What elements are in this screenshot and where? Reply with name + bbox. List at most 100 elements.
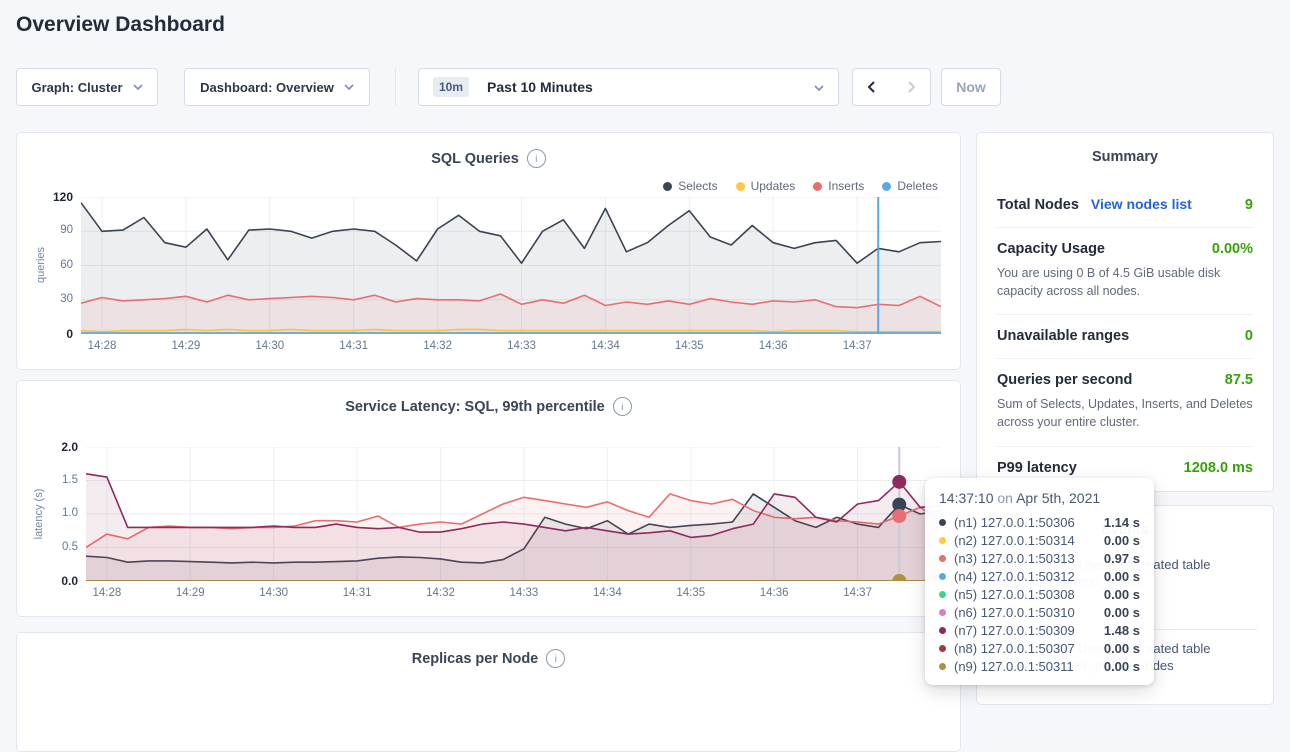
tooltip-node-label: (n4) 127.0.0.1:50312 <box>954 569 1096 584</box>
y-axis-tick: 0.0 <box>40 574 78 588</box>
series-dot-icon <box>939 609 946 616</box>
x-axis-tick: 14:35 <box>667 340 711 352</box>
tooltip-row: (n5) 127.0.0.1:503080.00 s <box>939 585 1140 603</box>
x-axis-tick: 14:33 <box>499 340 543 352</box>
graph-dropdown[interactable]: Graph: Cluster <box>16 68 158 106</box>
summary-label: Capacity Usage <box>997 241 1105 257</box>
summary-description: You are using 0 B of 4.5 GiB usable disk… <box>997 264 1253 300</box>
y-axis-tick: 60 <box>35 259 73 271</box>
x-axis-tick: 14:28 <box>85 587 129 599</box>
series-dot-icon <box>939 573 946 580</box>
x-axis-tick: 14:31 <box>335 587 379 599</box>
y-axis-tick: 2.0 <box>40 440 78 454</box>
time-range-dropdown[interactable]: 10m Past 10 Minutes <box>418 68 839 106</box>
x-axis-tick: 14:29 <box>168 587 212 599</box>
sql-queries-chart[interactable] <box>81 197 941 334</box>
dashboard-dropdown-label: Dashboard: Overview <box>200 80 334 95</box>
y-axis-tick: 0.5 <box>40 541 78 553</box>
legend-label: Deletes <box>897 179 938 193</box>
series-dot-icon <box>939 591 946 598</box>
service-latency-panel: Service Latency: SQL, 99th percentile i … <box>16 380 961 617</box>
summary-rows: Total Nodes View nodes list 9 Capacity Usag… <box>997 183 1253 490</box>
legend-dot-icon <box>882 182 891 191</box>
tooltip-node-label: (n9) 127.0.0.1:50311 <box>954 659 1096 674</box>
tooltip-row: (n1) 127.0.0.1:503061.14 s <box>939 513 1140 531</box>
series-dot-icon <box>939 663 946 670</box>
summary-label: Total Nodes <box>997 197 1079 213</box>
tooltip-row: (n9) 127.0.0.1:50311 0.00 s <box>939 657 1140 675</box>
x-axis-tick: 14:36 <box>751 340 795 352</box>
chart-title-text: Replicas per Node <box>412 651 539 667</box>
info-icon[interactable]: i <box>613 397 632 416</box>
sql-queries-panel: SQL Queries i Selects Updates Inserts Delet… <box>16 132 961 370</box>
tooltip-node-label: (n2) 127.0.0.1:50314 <box>954 533 1096 548</box>
tooltip-row: (n8) 127.0.0.1:503070.00 s <box>939 639 1140 657</box>
page-title: Overview Dashboard <box>16 13 225 37</box>
series-dot-icon <box>939 555 946 562</box>
legend-dot-icon <box>813 182 822 191</box>
dashboard-dropdown[interactable]: Dashboard: Overview <box>184 68 370 106</box>
summary-row: Capacity Usage 0.00% You are using 0 B of … <box>997 227 1253 314</box>
y-axis-tick: 0 <box>35 327 73 341</box>
chevron-down-icon <box>814 85 824 91</box>
summary-value: 0 <box>1245 328 1253 344</box>
chart-title-text: Service Latency: SQL, 99th percentile <box>345 399 605 415</box>
tooltip-node-value: 0.00 s <box>1104 641 1140 656</box>
x-axis-tick: 14:36 <box>752 587 796 599</box>
tooltip-rows: (n1) 127.0.0.1:503061.14 s(n2) 127.0.0.1… <box>939 513 1140 675</box>
service-latency-title: Service Latency: SQL, 99th percentile i <box>17 397 960 416</box>
legend-item-inserts[interactable]: Inserts <box>813 179 864 193</box>
tooltip-node-value: 1.48 s <box>1104 623 1140 638</box>
tooltip-timestamp: 14:37:10 on Apr 5th, 2021 <box>939 490 1140 506</box>
summary-value: 9 <box>1245 197 1253 213</box>
legend-dot-icon <box>736 182 745 191</box>
tooltip-node-value: 0.00 s <box>1104 533 1140 548</box>
legend-item-selects[interactable]: Selects <box>663 179 717 193</box>
summary-title: Summary <box>977 149 1273 165</box>
y-axis-tick: 1.0 <box>40 507 78 519</box>
x-axis-tick: 14:37 <box>836 587 880 599</box>
y-axis-tick: 120 <box>35 190 73 204</box>
time-next-button[interactable] <box>891 68 931 106</box>
tooltip-row: (n2) 127.0.0.1:50314 0.00 s <box>939 531 1140 549</box>
chart-hover-tooltip: 14:37:10 on Apr 5th, 2021 (n1) 127.0.0.1… <box>925 478 1154 685</box>
tooltip-node-value: 0.00 s <box>1104 569 1140 584</box>
tooltip-row: (n3) 127.0.0.1:503130.97 s <box>939 549 1140 567</box>
series-dot-icon <box>939 627 946 634</box>
replicas-per-node-panel: Replicas per Node i <box>16 632 961 752</box>
chevron-down-icon <box>133 84 143 90</box>
service-latency-chart[interactable] <box>86 447 941 581</box>
time-prev-button[interactable] <box>852 68 892 106</box>
x-axis-tick: 14:32 <box>416 340 460 352</box>
graph-dropdown-label: Graph: Cluster <box>31 80 122 95</box>
legend-item-updates[interactable]: Updates <box>736 179 796 193</box>
tooltip-node-value: 0.00 s <box>1104 659 1140 674</box>
tooltip-connector: on <box>997 490 1013 506</box>
summary-label: Unavailable ranges <box>997 328 1129 344</box>
x-axis-tick: 14:32 <box>419 587 463 599</box>
tooltip-node-label: (n6) 127.0.0.1:50310 <box>954 605 1096 620</box>
sql-queries-title: SQL Queries i <box>17 149 960 168</box>
now-button[interactable]: Now <box>941 68 1001 106</box>
info-icon[interactable]: i <box>546 649 565 668</box>
x-axis-tick: 14:31 <box>332 340 376 352</box>
tooltip-row: (n4) 127.0.0.1:50312 0.00 s <box>939 567 1140 585</box>
tooltip-node-label: (n3) 127.0.0.1:50313 <box>954 551 1096 566</box>
summary-description: Sum of Selects, Updates, Inserts, and De… <box>997 395 1253 431</box>
info-icon[interactable]: i <box>527 149 546 168</box>
time-range-badge: 10m <box>433 77 469 97</box>
summary-value: 0.00% <box>1212 241 1253 257</box>
legend-label: Inserts <box>828 179 864 193</box>
tooltip-node-value: 0.00 s <box>1104 587 1140 602</box>
y-axis-tick: 1.5 <box>40 474 78 486</box>
tooltip-node-label: (n1) 127.0.0.1:50306 <box>954 515 1096 530</box>
legend-item-deletes[interactable]: Deletes <box>882 179 938 193</box>
view-nodes-list-link[interactable]: View nodes list <box>1091 196 1192 212</box>
summary-row: Unavailable ranges 0 <box>997 314 1253 358</box>
summary-value: 87.5 <box>1225 372 1253 388</box>
x-axis-tick: 14:29 <box>164 340 208 352</box>
tooltip-node-label: (n7) 127.0.0.1:50309 <box>954 623 1096 638</box>
tooltip-node-value: 0.00 s <box>1104 605 1140 620</box>
summary-label: P99 latency <box>997 460 1077 476</box>
x-axis-tick: 14:33 <box>502 587 546 599</box>
